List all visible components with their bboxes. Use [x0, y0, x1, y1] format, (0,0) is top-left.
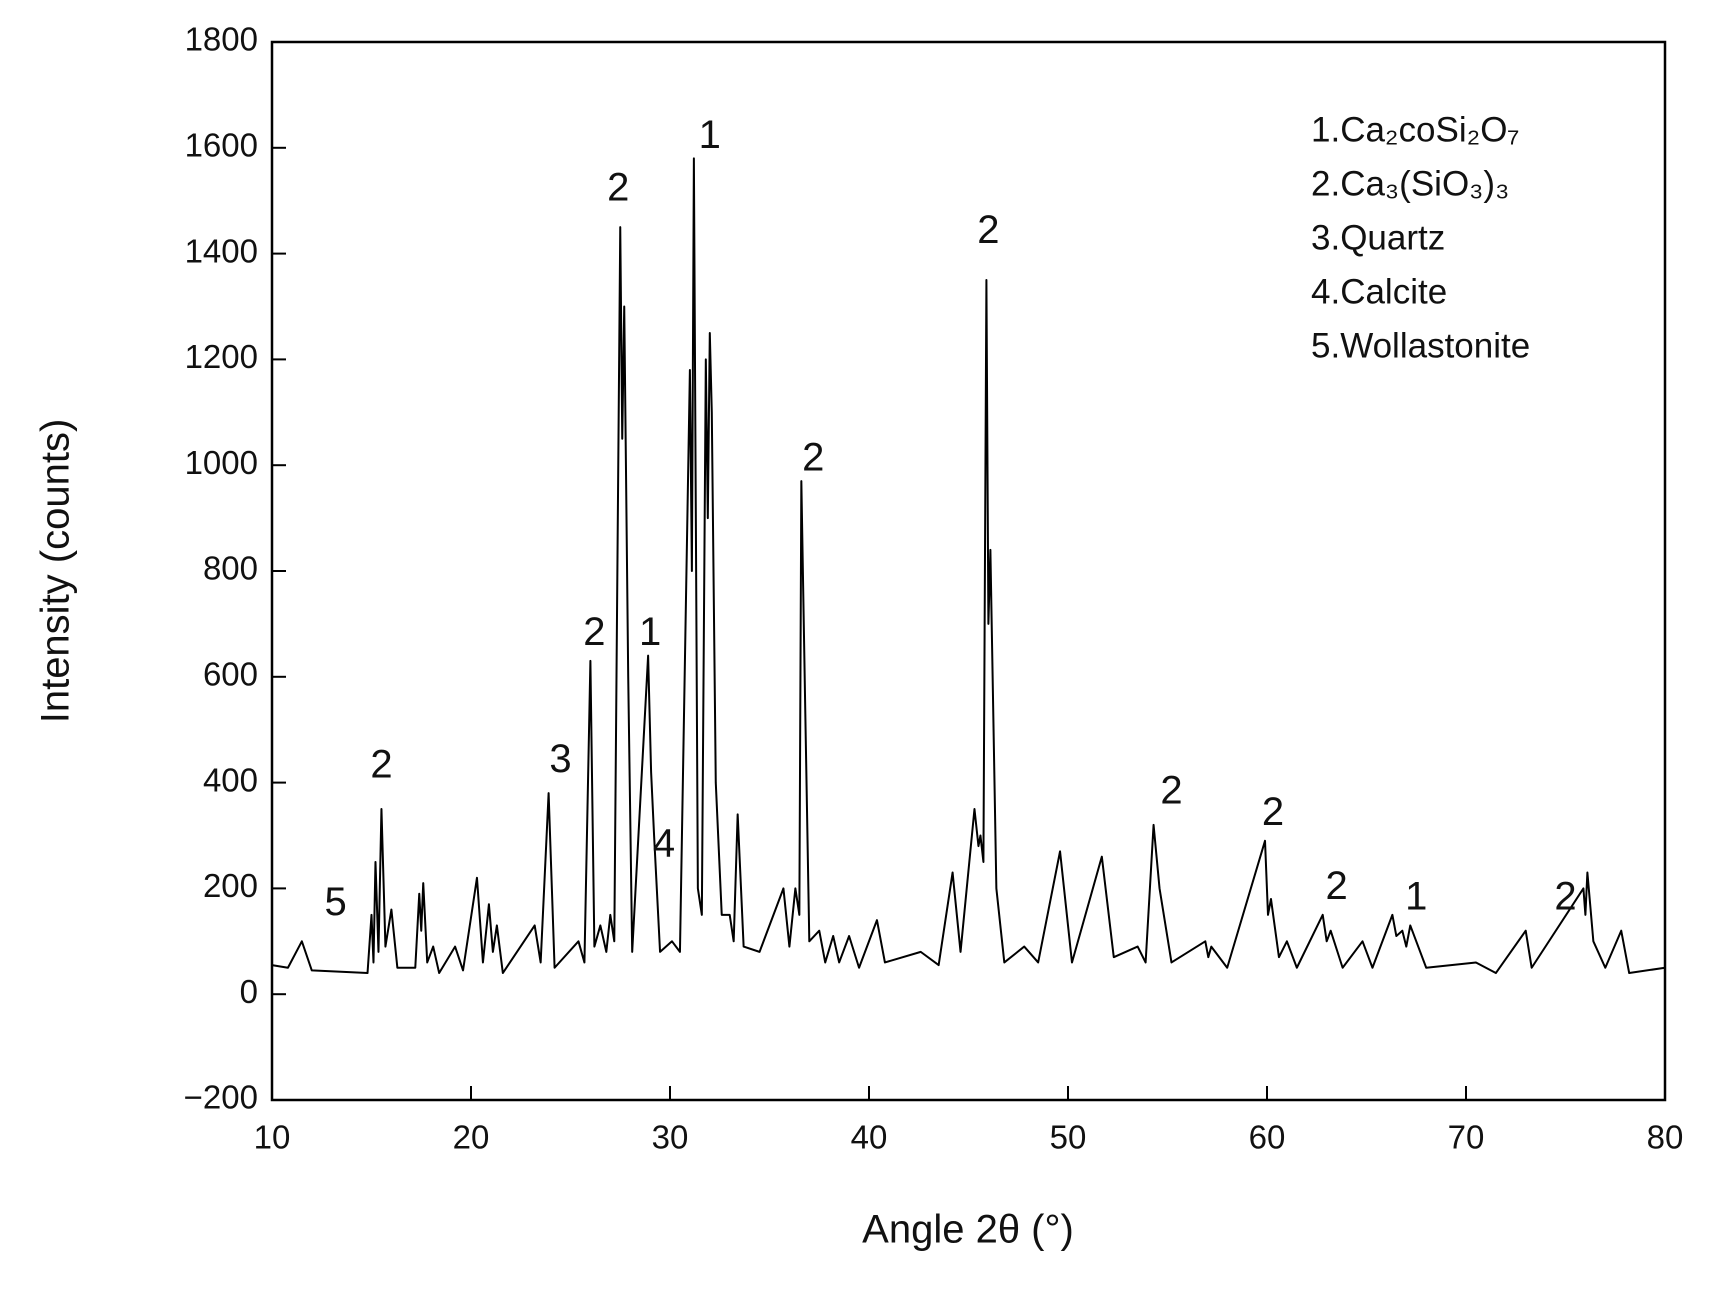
x-tick-label: 40 [851, 1119, 888, 1156]
peak-label: 2 [977, 208, 999, 252]
xrd-line [271, 157, 1666, 975]
peak-label: 2 [802, 435, 824, 479]
peak-label: 3 [549, 737, 571, 781]
x-tick-label: 60 [1249, 1119, 1286, 1156]
peak-label: 2 [1326, 864, 1348, 908]
y-tick-label: 1000 [185, 444, 258, 481]
x-axis-title: Angle 2θ (°) [862, 1208, 1074, 1252]
y-tick-label: 400 [203, 761, 258, 798]
y-tick-label: 1600 [185, 127, 258, 164]
legend-entry: 2.Ca₃(SiO₃)₃ [1311, 164, 1509, 203]
x-tick-label: 50 [1050, 1119, 1087, 1156]
peak-label: 1 [699, 113, 721, 157]
x-tick-label: 10 [254, 1119, 291, 1156]
y-tick-label: 1200 [185, 338, 258, 375]
peak-label: 2 [1554, 875, 1576, 919]
y-tick-label: −200 [184, 1079, 258, 1116]
peak-label: 2 [1160, 769, 1182, 813]
y-tick-label: 0 [240, 973, 258, 1010]
y-tick-label: 200 [203, 867, 258, 904]
legend-entry: 3.Quartz [1311, 218, 1445, 257]
peak-label: 4 [653, 822, 675, 866]
peak-label: 2 [607, 166, 629, 210]
x-tick-label: 70 [1448, 1119, 1485, 1156]
peak-label: 2 [370, 742, 392, 786]
x-tick-label: 20 [453, 1119, 490, 1156]
y-axis-title: Intensity (counts) [34, 419, 78, 724]
legend-entry: 4.Calcite [1311, 272, 1447, 311]
peak-label: 5 [325, 880, 347, 924]
peak-label: 2 [583, 610, 605, 654]
y-tick-label: 600 [203, 656, 258, 693]
peak-label: 2 [1262, 790, 1284, 834]
legend-entry: 5.Wollastonite [1311, 326, 1530, 365]
y-tick-label: 800 [203, 550, 258, 587]
peak-label: 1 [1405, 875, 1427, 919]
x-tick-label: 30 [652, 1119, 689, 1156]
y-tick-label: 1800 [185, 21, 258, 58]
y-tick-label: 1400 [185, 232, 258, 269]
x-tick-label: 80 [1647, 1119, 1684, 1156]
peak-label: 1 [639, 610, 661, 654]
legend-entry: 1.Ca₂coSi₂O₇ [1311, 110, 1519, 149]
